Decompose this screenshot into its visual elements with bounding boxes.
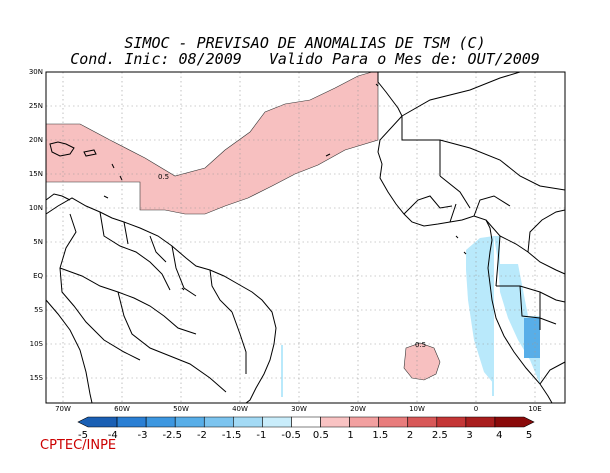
colorbar-tick-label: -1 (256, 430, 266, 441)
colorbar-tick-label: 2 (407, 430, 413, 441)
colorbar-swatch (378, 416, 409, 428)
colorbar-swatch (465, 416, 496, 428)
south-america-borders (45, 211, 247, 404)
negative-anomaly-sliver (281, 345, 283, 397)
lat-label: 15S (30, 374, 44, 382)
colorbar-tick-label: -2.5 (162, 430, 182, 441)
lon-label: 50W (173, 405, 189, 413)
colorbar: -5 -4 -3 -2.5 -2 -1.5 -1 -0.5 0.5 1 1.5 2 2.5 3 4 5 (77, 416, 535, 441)
central-america-coast (45, 193, 71, 201)
lon-label: 10W (409, 405, 425, 413)
puerto-rico (83, 149, 97, 157)
negative-anomaly-core (524, 318, 540, 358)
colorbar-swatch (320, 416, 350, 428)
lat-label: 15N (29, 170, 43, 178)
lat-label: 10S (30, 340, 44, 348)
colorbar-swatch (116, 416, 147, 428)
graticule (46, 72, 565, 403)
colorbar-tick-label: -2 (197, 430, 207, 441)
chart-title: SIMOC - PREVISAO DE ANOMALIAS DE TSM (C) (124, 34, 486, 52)
cape-verde (325, 153, 331, 157)
contour-label-north: 0.5 (158, 173, 169, 181)
colorbar-swatch (291, 416, 321, 428)
colorbar-tick-label: -0.5 (281, 430, 301, 441)
colorbar-swatch (233, 416, 263, 428)
ascension-dots (181, 83, 379, 291)
lon-label: 10E (528, 405, 541, 413)
colorbar-swatch (77, 416, 118, 428)
colorbar-tick-label: 4 (496, 430, 502, 441)
hispaniola (49, 141, 75, 157)
colorbar-swatch (174, 416, 205, 428)
lon-label: 70W (55, 405, 71, 413)
lat-label: 5S (34, 306, 43, 314)
colorbar-swatch (436, 416, 467, 428)
colorbar-tick-label: 5 (526, 430, 532, 441)
lon-label: 60W (114, 405, 130, 413)
footer-credit: CPTEC/INPE (40, 438, 117, 453)
lon-label: 0 (474, 405, 478, 413)
colorbar-tick-label: 1 (347, 430, 353, 441)
lat-label: 30N (29, 68, 43, 76)
colorbar-tick-label: 0.5 (313, 430, 329, 441)
colorbar-tick-label: -3 (137, 430, 147, 441)
contour-label-south: 0.5 (415, 341, 426, 349)
positive-anomaly-patch-south (403, 342, 441, 381)
colorbar-tick-label: 3 (466, 430, 472, 441)
map-frame (45, 71, 566, 404)
negative-anomaly-sliver (492, 310, 494, 396)
colorbar-swatch (349, 416, 379, 428)
africa-borders (401, 71, 566, 385)
colorbar-swatch (407, 416, 438, 428)
lat-label: 5N (33, 238, 43, 246)
lat-label: 20N (29, 136, 43, 144)
colorbar-tick-label: -5 (78, 430, 88, 441)
lon-label: 30W (291, 405, 307, 413)
colorbar-swatch (262, 416, 292, 428)
colorbar-swatch (494, 416, 535, 428)
negative-anomaly-coast-gulf (466, 236, 494, 384)
gulf-of-guinea-islands (455, 235, 467, 255)
coastlines (45, 71, 566, 404)
longitude-axis: 70W 60W 50W 40W 30W 20W 10W 0 10E (55, 405, 542, 413)
colorbar-tick-label: -1.5 (222, 430, 242, 441)
lat-label: 25N (29, 102, 43, 110)
colorbar-tick-label: 2.5 (432, 430, 448, 441)
colorbar-tick-label: 1.5 (372, 430, 388, 441)
colorbar-tick-label: -4 (108, 430, 118, 441)
lat-label: EQ (33, 272, 43, 280)
chart-subtitle: Cond. Inic: 08/2009 Valido Para o Mes de… (70, 50, 540, 68)
lon-label: 40W (232, 405, 248, 413)
lat-label: 10N (29, 204, 43, 212)
lon-label: 20W (350, 405, 366, 413)
colorbar-swatch (203, 416, 234, 428)
caribbean-islands (103, 163, 123, 199)
latitude-axis: 30N 25N 20N 15N 10N 5N EQ 5S 10S 15S (29, 68, 44, 382)
colorbar-swatch (145, 416, 176, 428)
